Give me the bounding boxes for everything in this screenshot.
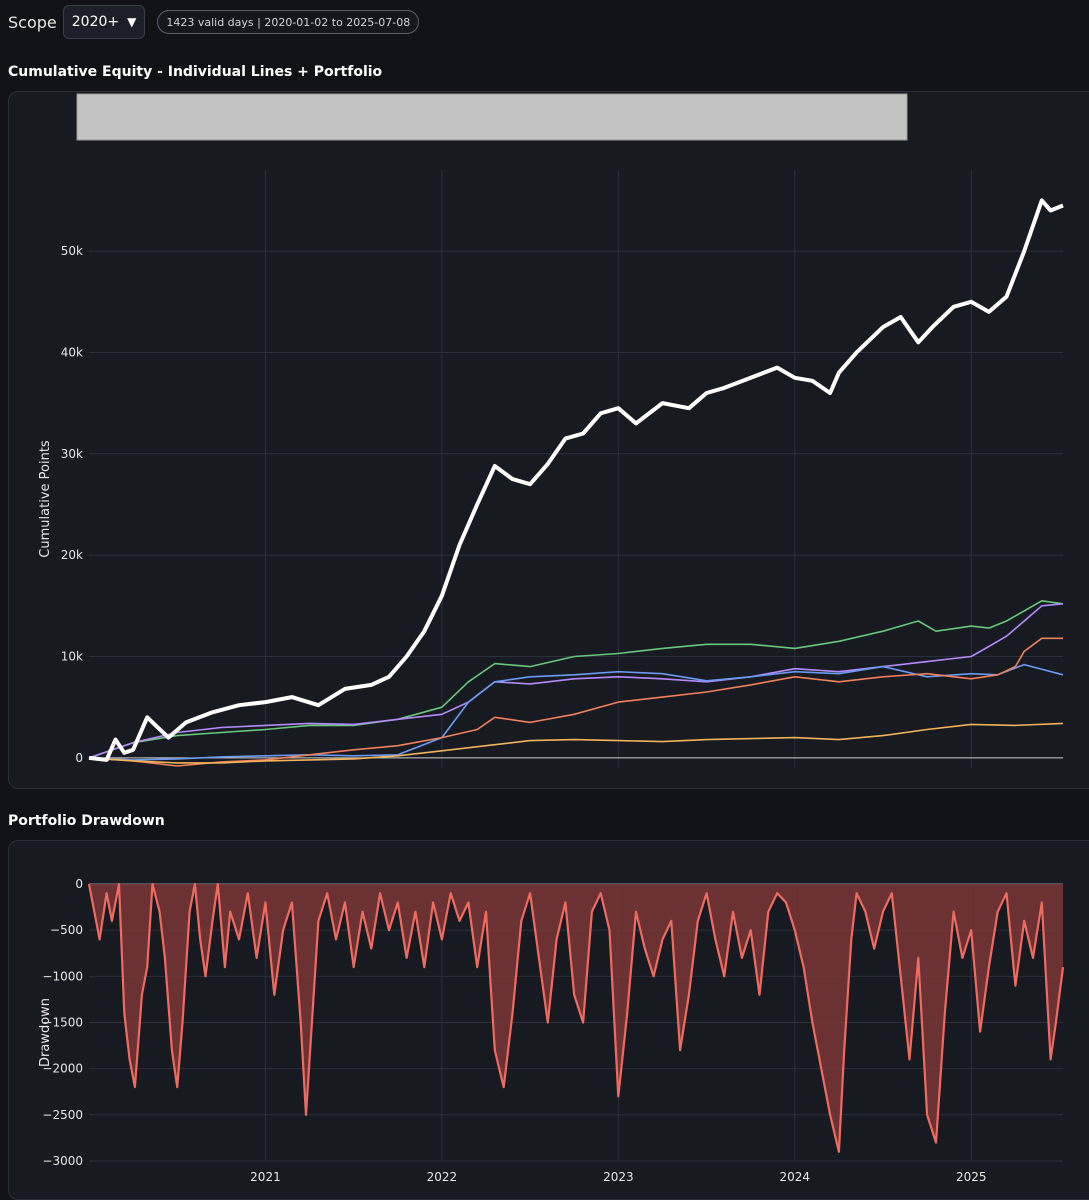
x-tick-label: 2023 xyxy=(603,1170,634,1184)
equity-series-line-1 xyxy=(88,603,1064,759)
y-tick-label: −2000 xyxy=(42,1062,83,1076)
y-axis-label: Cumulative Points xyxy=(38,440,53,558)
y-tick-label: −1000 xyxy=(42,969,83,983)
scope-select-value: 2020+ xyxy=(71,14,120,30)
equity-series-line-0 xyxy=(88,600,1064,759)
x-tick-label: 2025 xyxy=(956,1170,987,1184)
drawdown-section-title: Portfolio Drawdown xyxy=(8,813,165,829)
x-tick-label: 2025 xyxy=(956,788,987,789)
x-tick-label: 2024 xyxy=(780,788,811,789)
chevron-down-icon: ▼ xyxy=(127,15,137,29)
x-tick-label: 2021 xyxy=(250,1170,281,1184)
y-tick-label: 0 xyxy=(75,877,83,891)
drawdown-line xyxy=(87,882,1065,1153)
equity-section-title: Cumulative Equity - Individual Lines + P… xyxy=(8,64,383,80)
legend-box xyxy=(76,93,908,141)
scope-label: Scope xyxy=(8,12,57,32)
x-tick-label: 2022 xyxy=(427,788,458,789)
equity-chart-panel: 010k20k30k40k50k20212022202320242025Date… xyxy=(8,91,1089,789)
portfolio-equity-line xyxy=(88,198,1064,762)
y-tick-label: −2500 xyxy=(42,1108,83,1122)
drawdown-area xyxy=(89,884,1063,1152)
x-tick-label: 2024 xyxy=(780,1170,811,1184)
y-axis-label: Drawdown xyxy=(38,998,53,1067)
equity-chart: 010k20k30k40k50k20212022202320242025Date… xyxy=(38,93,1064,789)
y-tick-label: 40k xyxy=(61,345,83,359)
equity-series-line-4 xyxy=(88,722,1064,764)
x-tick-label: 2023 xyxy=(603,788,634,789)
toolbar: Scope 2020+ ▼ 1423 valid days | 2020-01-… xyxy=(8,4,420,40)
equity-series-line-3 xyxy=(88,637,1063,767)
y-tick-label: −3000 xyxy=(42,1154,83,1168)
y-tick-label: 30k xyxy=(61,447,83,461)
y-tick-label: 10k xyxy=(61,650,83,664)
y-tick-label: −1500 xyxy=(42,1016,83,1030)
y-tick-label: 0 xyxy=(75,751,83,765)
y-tick-label: −500 xyxy=(50,923,83,937)
equity-series-line-2 xyxy=(88,663,1064,761)
x-tick-label: 2022 xyxy=(427,1170,458,1184)
y-tick-label: 50k xyxy=(61,244,83,258)
scope-select[interactable]: 2020+ ▼ xyxy=(62,5,146,39)
y-tick-label: 20k xyxy=(61,548,83,562)
valid-days-badge: 1423 valid days | 2020-01-02 to 2025-07-… xyxy=(157,10,420,34)
x-tick-label: 2021 xyxy=(250,788,281,789)
drawdown-chart: 0 −500 −1000 −1500 −2000 −2500 −3000 2021 2022 20… xyxy=(38,877,1065,1184)
drawdown-chart-panel: 0 −500 −1000 −1500 −2000 −2500 −3000 2021 2022 20… xyxy=(8,840,1089,1200)
